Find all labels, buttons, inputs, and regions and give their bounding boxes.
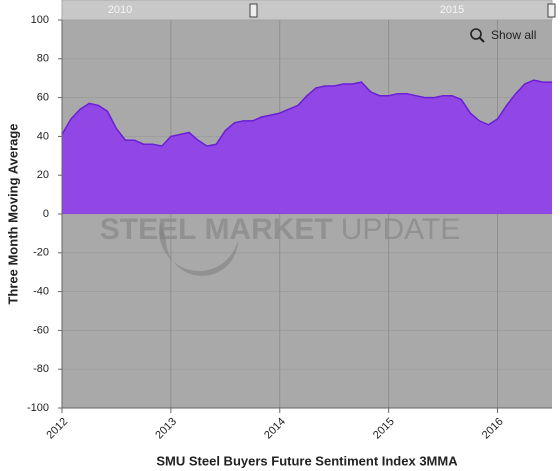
show-all[interactable]: Show all [491, 28, 536, 42]
plot-area: STEEL MARKET UPDATE [61, 19, 552, 409]
area [62, 80, 552, 214]
y-tick-label: 80 [37, 53, 49, 65]
x-tick-label: 2012 [44, 416, 70, 442]
x-tick-label: 2013 [153, 416, 179, 442]
y-tick-label: 60 [37, 92, 49, 104]
y-tick-label: 40 [37, 130, 49, 142]
watermark-word: STEEL [100, 213, 197, 246]
navigator[interactable] [61, 0, 553, 21]
y-tick-label: 0 [43, 208, 49, 220]
watermark: STEEL MARKET UPDATE [100, 213, 460, 246]
y-tick-label: -80 [33, 363, 49, 375]
navigator-label: 2015 [440, 4, 464, 16]
y-tick-label: -60 [33, 324, 49, 336]
x-tick-label: 2015 [371, 416, 397, 442]
navigator-label: 2010 [108, 4, 132, 16]
watermark-word: MARKET [204, 213, 332, 246]
navigator-handle[interactable] [547, 3, 556, 18]
x-tick-label: 2016 [480, 416, 506, 442]
line [61, 79, 552, 147]
navigator-handle[interactable] [249, 3, 258, 18]
y-tick-label: -40 [33, 286, 49, 298]
y-tick-label: 100 [31, 14, 49, 26]
watermark-word: UPDATE [341, 213, 460, 246]
y-axis-label: Three Month Moving Average [5, 123, 20, 304]
chart-title: SMU Steel Buyers Future Sentiment Index … [156, 453, 458, 468]
y-tick-label: -100 [27, 402, 49, 414]
show-all-button[interactable]: Show all [470, 28, 536, 43]
x-tick-label: 2014 [262, 416, 288, 442]
y-tick-label: -20 [33, 247, 49, 259]
y-tick-label: 20 [37, 169, 49, 181]
